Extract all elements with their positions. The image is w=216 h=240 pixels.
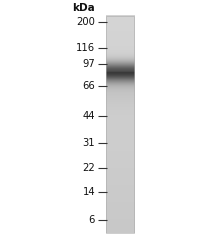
Text: 200: 200 [76, 17, 95, 27]
Text: 6: 6 [89, 215, 95, 225]
Text: 31: 31 [83, 138, 95, 148]
Text: 116: 116 [76, 43, 95, 53]
Text: 97: 97 [82, 59, 95, 69]
Text: 44: 44 [83, 111, 95, 121]
Bar [106, 16, 134, 233]
Text: 14: 14 [83, 187, 95, 197]
Text: 22: 22 [82, 163, 95, 174]
Text: 66: 66 [82, 81, 95, 91]
Text: kDa: kDa [72, 3, 95, 13]
